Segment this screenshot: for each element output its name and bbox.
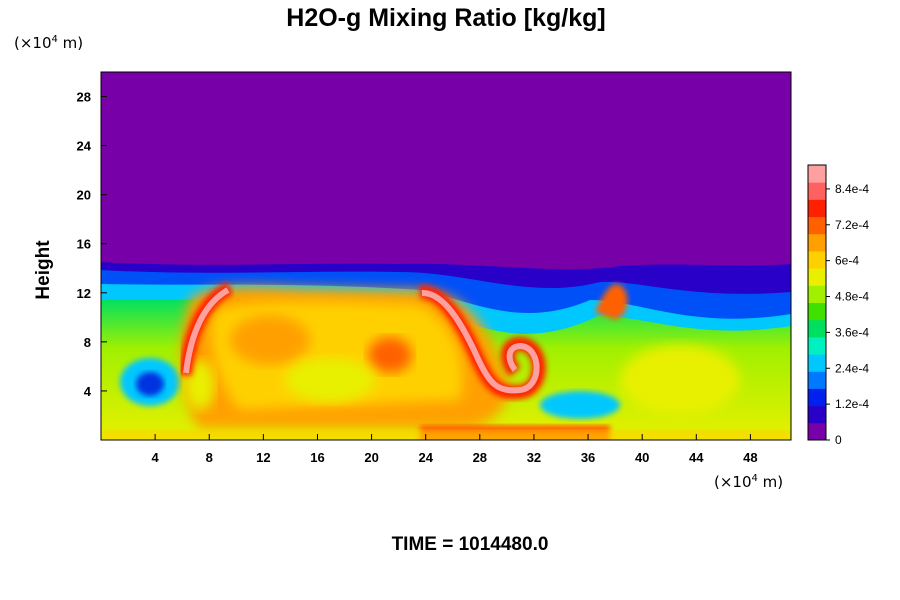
colorbar-tick-label: 0 <box>835 433 842 447</box>
y-unit-exponent: 4 <box>52 34 58 45</box>
colorbar-tick-label: 7.2e-4 <box>835 218 869 232</box>
colorbar-tick-label: 1.2e-4 <box>835 397 869 411</box>
time-label: TIME = 1014480.0 <box>392 534 549 555</box>
colorbar-tick-label: 4.8e-4 <box>835 290 869 304</box>
colorbar-swatch <box>808 405 826 424</box>
colorbar-swatch <box>808 354 826 372</box>
colorbar-swatch <box>808 250 826 269</box>
y-tick-label: 4 <box>84 384 92 399</box>
y-tick-label: 16 <box>77 237 91 252</box>
colorbar-swatch <box>808 371 826 389</box>
y-axis-ticks: 4 8 12 16 20 24 28 <box>77 90 107 399</box>
colorbar-tick-label: 8.4e-4 <box>835 182 869 196</box>
colorbar-tick-label: 3.6e-4 <box>835 325 869 339</box>
colorbar-tick-label: 6e-4 <box>835 254 859 268</box>
colorbar-swatch <box>808 216 826 235</box>
colorbar-swatch <box>808 165 826 183</box>
y-unit-suffix: m) <box>58 34 83 52</box>
x-unit-exponent: 4 <box>752 473 758 484</box>
x-tick-label: 32 <box>527 450 541 465</box>
colorbar-swatch <box>808 285 826 303</box>
colorbar-swatch <box>808 182 826 200</box>
x-tick-label: 48 <box>743 450 757 465</box>
colorbar-swatch <box>808 302 826 321</box>
x-tick-label: 12 <box>256 450 270 465</box>
y-axis-unit: (×104 m) <box>14 34 83 52</box>
y-tick-label: 8 <box>84 335 91 350</box>
heatmap-field <box>101 72 791 440</box>
plot-frame <box>100 71 792 441</box>
x-tick-label: 8 <box>206 450 213 465</box>
colorbar-swatch <box>808 336 826 355</box>
x-tick-label: 40 <box>635 450 649 465</box>
x-axis-unit: (×104 m) <box>714 473 783 491</box>
colorbar-swatch <box>808 388 826 407</box>
x-tick-label: 16 <box>310 450 324 465</box>
x-tick-label: 20 <box>364 450 378 465</box>
x-tick-label: 36 <box>581 450 595 465</box>
y-unit-prefix: (×10 <box>14 34 52 52</box>
colorbar: 0 1.2e-4 2.4e-4 3.6e-4 4.8e-4 6e-4 7.2e-4 8.4e-… <box>807 164 869 447</box>
colorbar-swatch <box>808 319 826 338</box>
chart-title: H2O-g Mixing Ratio [kg/kg] <box>286 4 605 32</box>
x-unit-suffix: m) <box>758 473 783 491</box>
colorbar-swatch <box>808 199 826 218</box>
colorbar-swatch <box>808 422 826 441</box>
x-tick-label: 24 <box>418 450 433 465</box>
y-axis-label: Height <box>33 240 54 300</box>
colorbar-tick-label: 2.4e-4 <box>835 361 869 375</box>
y-tick-label: 20 <box>77 188 91 203</box>
x-tick-label: 44 <box>689 450 704 465</box>
colorbar-frame <box>807 164 827 441</box>
x-tick-label: 28 <box>473 450 487 465</box>
x-unit-prefix: (×10 <box>714 473 752 491</box>
x-tick-label: 4 <box>152 450 160 465</box>
y-tick-label: 12 <box>77 286 91 301</box>
y-tick-label: 24 <box>77 139 92 154</box>
colorbar-swatch <box>808 268 826 286</box>
y-tick-label: 28 <box>77 90 91 105</box>
x-axis-ticks: 4 8 12 16 20 24 28 32 36 40 44 48 <box>152 434 758 465</box>
colorbar-swatch <box>808 233 826 252</box>
